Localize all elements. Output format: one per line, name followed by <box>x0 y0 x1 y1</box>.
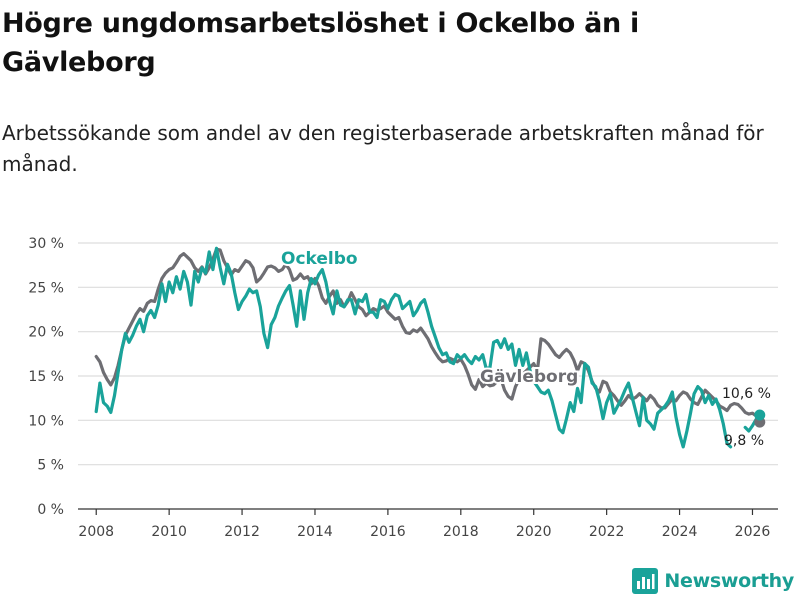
chart-title: Högre ungdomsarbetslöshet i Ockelbo än i… <box>2 8 640 78</box>
brand-logo[interactable]: Newsworthy <box>632 568 794 594</box>
x-tick-label: 2016 <box>370 524 406 540</box>
brand-name: Newsworthy <box>664 570 794 592</box>
chart-subtitle: Arbetssökande som andel av den registerb… <box>2 121 764 176</box>
x-tick-label: 2024 <box>662 524 698 540</box>
end-label-gavleborg: 9,8 % <box>724 433 764 449</box>
x-tick-label: 2020 <box>516 524 552 540</box>
y-tick-label: 20 % <box>28 325 64 341</box>
y-tick-label: 25 % <box>28 280 64 296</box>
end-label-ockelbo: 10,6 % <box>722 386 771 402</box>
series-label-gavleborg: Gävleborg <box>480 367 578 387</box>
gridlines <box>78 242 778 466</box>
x-tick-label: 2014 <box>297 524 333 540</box>
series-lines <box>94 246 766 449</box>
y-tick-label: 15 % <box>28 369 64 385</box>
x-tick-label: 2012 <box>224 524 260 540</box>
x-tick-label: 2018 <box>443 524 479 540</box>
y-tick-label: 0 % <box>37 502 64 518</box>
series-labels: Ockelbo Gävleborg 10,6 % 9,8 % <box>279 247 771 449</box>
x-tick-label: 2010 <box>151 524 187 540</box>
x-tick-label: 2008 <box>78 524 114 540</box>
bar-chart-logo-icon <box>632 568 659 594</box>
axes: 0 % 5 % 10 % 15 % 20 % 25 % 30 % 2008 2010 2012 20… <box>28 236 778 540</box>
end-point-ockelbo <box>754 409 766 421</box>
y-tick-label: 10 % <box>28 413 64 429</box>
series-label-ockelbo: Ockelbo <box>281 249 358 269</box>
x-tick-label: 2022 <box>589 524 625 540</box>
series-line-ockelbo <box>94 246 733 449</box>
x-tick-label: 2026 <box>735 524 771 540</box>
y-tick-label: 30 % <box>28 236 64 252</box>
y-tick-label: 5 % <box>37 458 64 474</box>
